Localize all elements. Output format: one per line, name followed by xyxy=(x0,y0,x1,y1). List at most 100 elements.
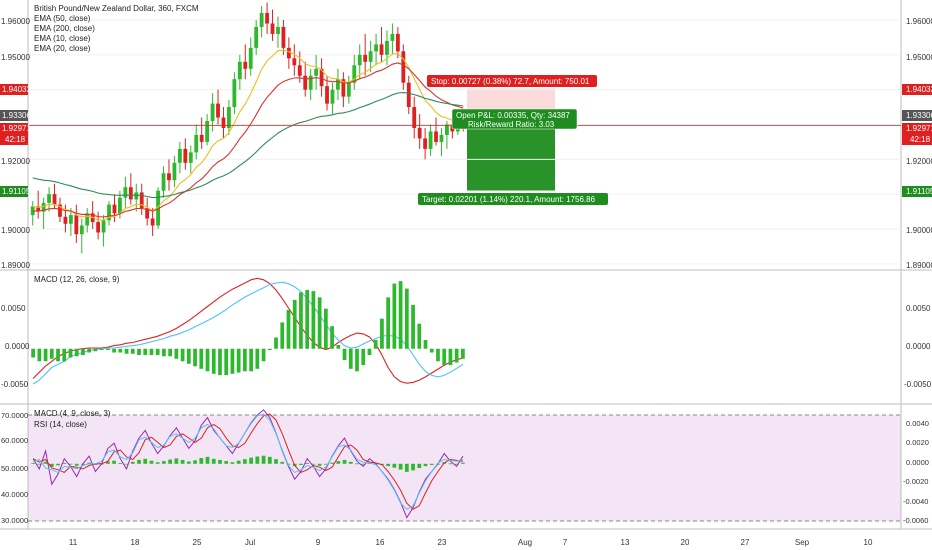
candle-body xyxy=(330,89,335,104)
risk-reward-label: Risk/Reward Ratio: 3.03 xyxy=(468,120,555,129)
fast-macd-histogram-bar xyxy=(386,463,391,467)
rsi-axis-left: 70.0000 60.0000 50.0000 40.0000 30.0000 xyxy=(1,411,28,525)
fast-macd-histogram-bar xyxy=(299,463,303,465)
macd-histogram-bar xyxy=(243,348,247,372)
entry-badge-right: 1.93306 xyxy=(902,110,932,121)
fast-macd-histogram-bar xyxy=(155,462,160,464)
macd-histogram-bar xyxy=(137,348,141,356)
candle-body xyxy=(434,131,438,142)
macd-histogram-bar xyxy=(348,348,353,369)
candle-body xyxy=(417,127,422,139)
candle-body xyxy=(41,202,46,212)
fast-macd-histogram-bar xyxy=(423,463,428,467)
candle-body xyxy=(107,204,111,221)
price-tick: 1.96000 xyxy=(906,17,932,26)
macd-fast-tick: 0.0020 xyxy=(906,438,929,447)
time-label: 9 xyxy=(316,538,321,547)
macd-histogram-bar xyxy=(193,348,197,367)
fast-macd-histogram-bar xyxy=(186,461,191,464)
macd-histogram-bar xyxy=(168,348,173,357)
current-badge-text: 1.92971 xyxy=(906,124,932,133)
target-label-box[interactable] xyxy=(418,193,608,205)
candle-body xyxy=(183,148,188,163)
macd-histogram-bar xyxy=(31,348,35,358)
macd-histogram-bar xyxy=(180,348,185,362)
fast-macd-histogram-bar xyxy=(323,463,328,465)
macd-histogram-bar xyxy=(162,348,166,357)
macd-histogram-bar xyxy=(186,348,191,364)
candle-body xyxy=(221,117,226,128)
time-label: 27 xyxy=(741,538,750,547)
macd-histogram-bar xyxy=(361,348,366,366)
candle-body xyxy=(270,23,275,34)
macd-histogram-bar xyxy=(398,281,403,349)
macd-histogram-bar xyxy=(105,348,110,350)
fast-macd-histogram-bar xyxy=(205,456,210,464)
macd-histogram-bar xyxy=(99,348,104,350)
fast-macd-histogram-bar xyxy=(137,459,141,464)
fast-macd-histogram-bar xyxy=(193,460,197,464)
macd-histogram-bar xyxy=(211,348,216,374)
candle-body xyxy=(139,192,144,209)
time-label: 25 xyxy=(193,538,202,547)
fast-macd-histogram-bar xyxy=(49,463,54,467)
fast-macd-histogram-bar xyxy=(62,463,67,464)
macd-histogram-bar xyxy=(423,339,428,349)
macd-histogram-bar xyxy=(280,322,285,349)
fast-macd-histogram-bar xyxy=(230,462,235,464)
candle-body xyxy=(336,79,340,90)
fast-macd-histogram-bar xyxy=(429,463,434,465)
fast-macd-histogram-bar xyxy=(105,461,110,464)
fast-macd-histogram-bar xyxy=(87,462,92,464)
fast-macd-histogram-bar xyxy=(243,459,247,464)
candle-body xyxy=(357,54,362,66)
rsi-title: RSI (14, close) xyxy=(34,420,87,429)
macd-tick: 0.0000 xyxy=(5,342,30,351)
price-tick: 1.90000 xyxy=(906,226,932,235)
candle-body xyxy=(341,79,346,97)
time-label: Jul xyxy=(245,538,255,547)
candle-body xyxy=(368,51,373,62)
current-badge-text: 1.92971 xyxy=(2,124,31,133)
candle-body xyxy=(123,187,128,198)
macd-histogram-bar xyxy=(112,348,116,353)
stop-badge xyxy=(902,84,932,95)
rsi-band xyxy=(28,415,901,521)
macd-histogram-bar xyxy=(267,348,272,350)
candle-body xyxy=(227,107,231,128)
macd-tick: 0.0050 xyxy=(906,304,931,313)
countdown-badge xyxy=(0,134,28,145)
candle-body xyxy=(385,40,389,55)
stop-label-box[interactable] xyxy=(427,75,597,87)
candle-body xyxy=(423,138,428,149)
fast-macd-histogram-bar xyxy=(211,458,216,464)
rsi-tick: 50.0000 xyxy=(1,464,28,473)
price-tick: 1.89000 xyxy=(1,261,30,270)
legend-ema20: EMA (20, close) xyxy=(34,44,91,53)
candle-body xyxy=(281,26,286,48)
candle-body xyxy=(254,26,259,48)
rsi-tick: 30.0000 xyxy=(1,516,28,525)
position-labels[interactable]: Stop: 0.00727 (0.38%) 72.7, Amount: 750.… xyxy=(418,75,608,205)
fast-macd-histogram-bar xyxy=(180,459,185,464)
countdown-badge-text: 42:18 xyxy=(910,135,931,144)
candle-body xyxy=(68,215,73,224)
pnl-label-box[interactable] xyxy=(451,108,578,130)
macd-histogram-bar xyxy=(93,348,98,352)
entry-badge-text: 1.93306 xyxy=(906,111,932,120)
macd-histogram-bar xyxy=(87,348,92,353)
candle-body xyxy=(63,216,68,224)
candle-body xyxy=(36,206,41,212)
target-badge xyxy=(902,186,932,197)
macd-panel-title: MACD (12, 26, close, 9) xyxy=(34,275,120,284)
candle-body xyxy=(52,194,57,205)
rsi-layer xyxy=(31,409,465,519)
macd-tick: 0.0000 xyxy=(906,342,931,351)
current-badge xyxy=(0,123,28,134)
price-axis-left: 1.96000 1.95000 1.92000 1.90000 1.89000 xyxy=(1,17,30,270)
fast-macd-histogram-bar xyxy=(417,463,422,469)
fast-macd-line xyxy=(32,413,464,510)
macd-tick: -0.0050 xyxy=(1,380,29,389)
legend-ema50: EMA (50, close) xyxy=(34,14,91,23)
